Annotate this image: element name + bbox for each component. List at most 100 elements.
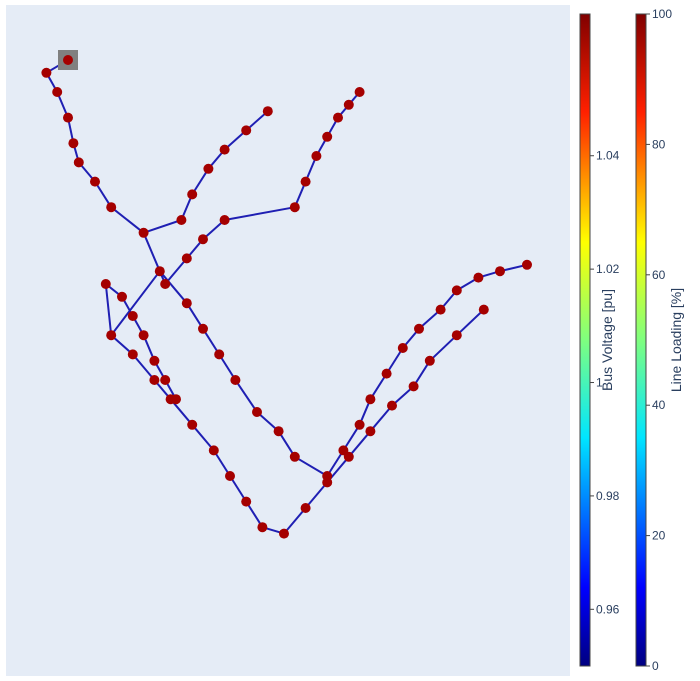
line-segment <box>245 501 264 528</box>
bus-marker <box>106 330 117 341</box>
bus-marker <box>414 323 424 334</box>
line-segment <box>429 334 458 362</box>
line-segment <box>104 283 113 336</box>
line-segment <box>456 308 485 336</box>
bus-marker <box>138 227 149 238</box>
bus-marker <box>241 496 252 507</box>
line-segment <box>277 430 296 458</box>
line-segment <box>212 449 231 477</box>
bus-marker <box>495 266 505 277</box>
line-segment <box>218 353 237 381</box>
bus-marker <box>424 355 435 366</box>
bus-marker <box>68 138 79 149</box>
bus-marker <box>522 259 532 270</box>
bus-marker <box>138 330 149 341</box>
bus-marker <box>149 355 160 366</box>
colorbar-tick-label: 20 <box>652 529 666 543</box>
line-segment <box>229 475 248 503</box>
bus-marker <box>219 215 230 225</box>
line-segment <box>369 373 388 400</box>
colorbar-tick-label: 0 <box>652 659 659 673</box>
colorbar-tick-label: 0.98 <box>596 489 620 503</box>
bus-marker <box>52 87 63 97</box>
bus-marker <box>219 144 230 155</box>
line-segment <box>110 206 145 234</box>
colorbar-line-loading-ticks: 0 20 40 60 80 100 <box>646 7 672 673</box>
line-segment <box>143 219 182 234</box>
colorbar-bus-voltage: 0.96 0.98 1 1.02 1.04 Bus Voltage [pu] <box>579 13 620 667</box>
line-segment <box>94 181 113 208</box>
bus-marker <box>203 163 214 174</box>
colorbar-tick-label: 80 <box>652 137 666 151</box>
line-segment <box>191 168 210 195</box>
plot-area <box>6 5 570 676</box>
bus-marker <box>300 503 311 513</box>
bus-marker <box>154 266 165 277</box>
bus-marker <box>73 157 84 168</box>
line-segment <box>164 257 188 285</box>
colorbar-bus-voltage-title: Bus Voltage [pu] <box>599 289 615 391</box>
bus-marker <box>187 189 198 200</box>
bus-marker <box>106 202 117 213</box>
bus-marker <box>90 176 100 187</box>
bus-marker <box>365 426 376 437</box>
line-segment <box>191 424 215 452</box>
line-segment <box>185 302 204 330</box>
bus-marker <box>176 215 187 225</box>
colorbar-bus-voltage-ticks: 0.96 0.98 1 1.02 1.04 <box>590 149 620 616</box>
bus-marker <box>343 99 354 110</box>
bus-marker <box>354 87 365 97</box>
colorbar-line-loading: 0 20 40 60 80 100 Line Loading [%] <box>635 7 684 673</box>
bus-marker <box>117 291 127 302</box>
bus-marker <box>279 528 289 539</box>
bus-marker <box>322 131 333 142</box>
colorbar-tick-label: 1.02 <box>596 262 620 276</box>
bus-marker <box>252 407 262 417</box>
line-segment <box>348 430 372 458</box>
bus-marker <box>289 451 300 462</box>
bus-marker <box>208 445 219 456</box>
bus-marker <box>241 125 252 136</box>
bus-marker <box>149 375 160 385</box>
line-segment <box>202 328 221 355</box>
bus-marker <box>160 279 171 289</box>
bus-marker <box>230 375 241 385</box>
line-segment <box>159 270 188 304</box>
ext-grid-bus-marker <box>63 55 73 65</box>
bus-marker <box>322 477 333 488</box>
colorbar-bus-voltage-bar <box>579 13 591 667</box>
bus-marker <box>387 400 397 411</box>
bus-marker <box>478 304 489 315</box>
bus-marker <box>214 349 225 360</box>
bus-marker <box>100 279 111 289</box>
bus-marker <box>198 323 208 334</box>
bus-marker <box>473 272 484 283</box>
line-segment <box>283 507 307 535</box>
bus-marker <box>181 253 192 264</box>
bus-marker <box>289 202 300 213</box>
bus-marker <box>365 394 376 405</box>
bus-marker <box>311 151 322 161</box>
bus-marker <box>127 349 138 360</box>
bus-marker <box>343 451 354 462</box>
line-segment <box>234 379 258 413</box>
colorbar-tick-label: 100 <box>652 7 672 21</box>
bus-marker <box>41 67 52 78</box>
line-segment <box>224 206 295 221</box>
bus-marker <box>397 343 408 353</box>
bus-marker <box>181 298 192 309</box>
bus-marker <box>63 112 73 123</box>
bus-marker <box>198 234 208 245</box>
colorbar-tick-label: 40 <box>652 398 666 412</box>
network-buses <box>41 50 532 539</box>
line-segment <box>294 455 328 477</box>
colorbar-tick-label: 1.04 <box>596 149 620 163</box>
colorbar-line-loading-title: Line Loading [%] <box>668 288 684 392</box>
bus-marker <box>171 394 181 405</box>
bus-marker <box>451 285 462 296</box>
colorbar-tick-label: 60 <box>652 268 666 282</box>
line-segment <box>304 481 328 509</box>
line-segment <box>412 360 431 387</box>
